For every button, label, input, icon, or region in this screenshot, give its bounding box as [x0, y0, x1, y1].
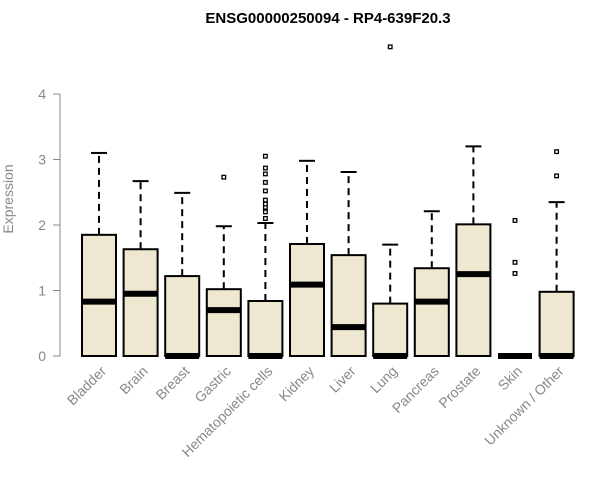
box-iqr [413, 267, 450, 358]
y-tick-label: 4 [38, 86, 46, 102]
box-lung [372, 44, 409, 359]
x-tick-label: Brain [116, 363, 150, 397]
box-iqr [330, 254, 367, 358]
x-tick-label: Breast [152, 363, 192, 403]
box-liver [330, 170, 367, 358]
x-tick-label: Unknown / Other [481, 363, 567, 449]
outlier-point [262, 171, 268, 177]
box-iqr [289, 242, 325, 357]
box-iqr [122, 248, 159, 357]
x-tick-label: Bladder [64, 363, 110, 409]
y-axis-label: Expression [0, 164, 16, 233]
chart-title: ENSG00000250094 - RP4-639F20.3 [205, 10, 450, 27]
outlier-point [512, 217, 518, 223]
outlier-point [387, 44, 393, 50]
box-iqr [247, 299, 284, 358]
box-brain [122, 180, 159, 357]
box-unknown-other [538, 149, 575, 359]
outlier-point [262, 179, 268, 185]
outlier-point [554, 149, 560, 155]
x-tick-label: Lung [367, 363, 400, 396]
box-iqr [455, 223, 492, 357]
box-kidney [289, 159, 325, 357]
x-tick-label: Prostate [435, 363, 483, 411]
y-tick-label: 1 [38, 283, 46, 299]
outlier-point [262, 153, 268, 159]
outlier-point [262, 215, 268, 221]
outlier-point [512, 259, 518, 265]
box-iqr [205, 288, 242, 357]
outlier-point [262, 197, 268, 203]
outlier-point [512, 271, 518, 276]
box-gastric [205, 174, 242, 357]
x-tick-label: Liver [326, 363, 359, 396]
y-tick-label: 2 [38, 217, 46, 233]
outlier-point [262, 201, 268, 207]
outlier-point [554, 173, 560, 179]
outlier-point [262, 188, 268, 194]
box-prostate [455, 145, 492, 357]
outlier-point [262, 209, 268, 215]
box-breast [164, 191, 201, 359]
box-skin [498, 217, 532, 359]
y-tick-label: 0 [38, 348, 46, 364]
box-iqr [164, 275, 201, 357]
box-pancreas [413, 210, 450, 358]
outlier-point [262, 165, 268, 171]
box-hematopoietic-cells [247, 153, 284, 359]
box-bladder [81, 151, 117, 357]
box-iqr [538, 290, 575, 357]
outlier-point [221, 174, 227, 180]
x-tick-label: Kidney [276, 363, 318, 405]
y-tick-label: 3 [38, 152, 46, 168]
y-axis: 0 1 2 3 4 [38, 86, 61, 364]
box-iqr [81, 233, 117, 357]
x-tick-label: Skin [495, 363, 526, 394]
boxes-group [81, 44, 575, 359]
box-iqr [372, 302, 409, 358]
